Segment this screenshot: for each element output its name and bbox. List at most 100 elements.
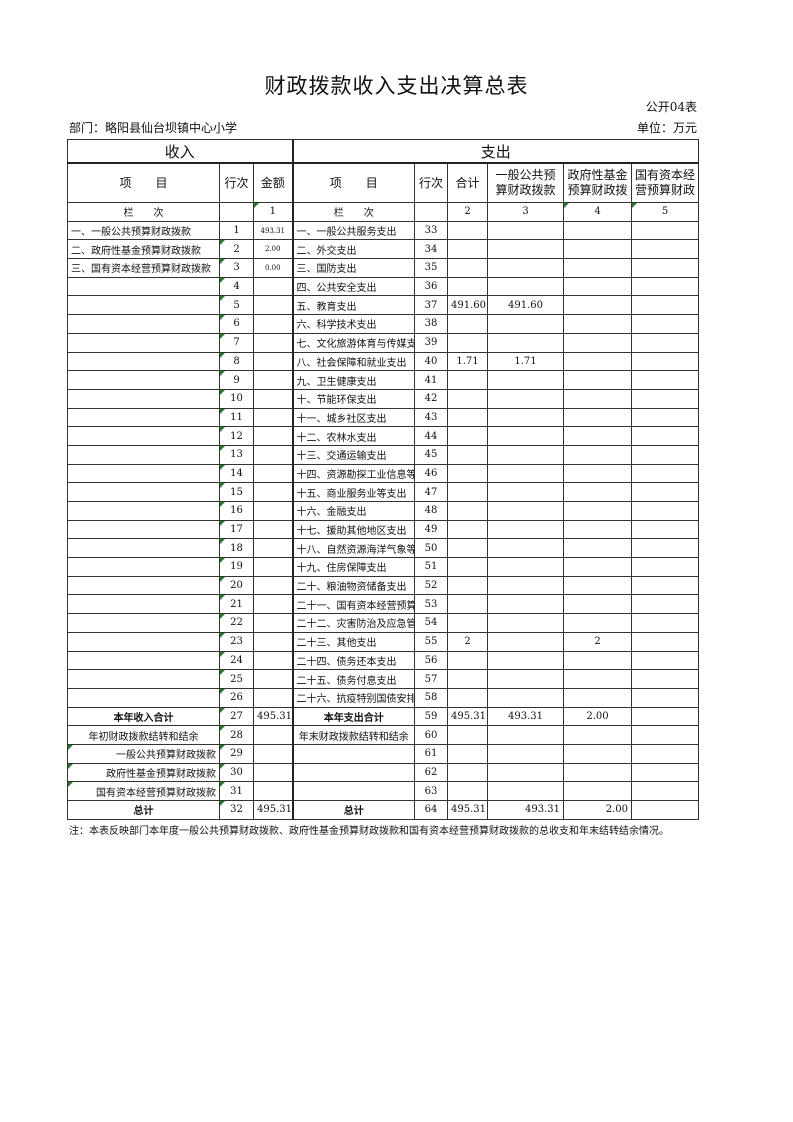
table-row: 一般公共预算财政拨款 29 61 xyxy=(67,743,700,764)
expense-line: 55 xyxy=(414,631,449,652)
income-line: 4 xyxy=(219,276,254,297)
expense-general xyxy=(487,669,565,689)
expense-item: 二十五、债务付息支出 xyxy=(291,669,416,689)
expense-general xyxy=(487,575,565,596)
expense-item: 二十六、抗疫特别国债安排的支出 xyxy=(291,687,416,708)
expense-item: 十二、农林水支出 xyxy=(291,426,416,446)
table-row: 19 十九、住房保障支出 51 xyxy=(67,557,700,577)
table-row: 本年收入合计 27 495.31 本年支出合计 59 495.31 493.31 2.00 xyxy=(67,706,700,727)
expense-general xyxy=(487,743,565,764)
income-amount: 495.31 xyxy=(252,800,294,820)
table-row: 26 二十六、抗疫特别国债安排的支出58 xyxy=(67,687,700,708)
expense-total xyxy=(447,370,489,390)
income-line: 7 xyxy=(219,332,254,353)
expense-item: 十七、援助其他地区支出 xyxy=(291,519,416,540)
expense-line: 40 xyxy=(414,351,449,372)
table-row: 17 十七、援助其他地区支出 49 xyxy=(67,519,700,540)
expense-state xyxy=(631,594,700,615)
expense-total xyxy=(447,538,489,559)
expense-state xyxy=(631,220,700,241)
expense-item xyxy=(291,781,416,801)
table-row: 二、政府性基金预算财政拨款 2 2.00 二、外交支出 34 xyxy=(67,239,700,260)
lanci-4: 4 xyxy=(563,202,633,222)
income-line: 16 xyxy=(219,501,254,521)
income-line: 14 xyxy=(219,463,254,484)
expense-total xyxy=(447,575,489,596)
expense-total xyxy=(447,557,489,577)
expense-general xyxy=(487,594,565,615)
income-item xyxy=(67,351,220,372)
income-line: 10 xyxy=(219,388,254,409)
expense-fund xyxy=(563,407,633,428)
expense-line: 41 xyxy=(414,370,449,390)
income-amount xyxy=(252,631,294,652)
expense-item: 五、教育支出 xyxy=(291,295,416,316)
expense-item: 二十四、债务还本支出 xyxy=(291,650,416,671)
income-amount xyxy=(252,332,294,353)
income-amount xyxy=(252,613,294,633)
expense-line: 38 xyxy=(414,314,449,334)
income-line: 9 xyxy=(219,370,254,390)
expense-total xyxy=(447,669,489,689)
table-row: 5 五、教育支出 37 491.60 491.60 xyxy=(67,295,700,316)
expense-item: 本年支出合计 xyxy=(291,706,416,727)
lanci-label-2: 栏 次 xyxy=(291,202,416,222)
income-item xyxy=(67,650,220,671)
expense-general xyxy=(487,463,565,484)
expense-fund xyxy=(563,463,633,484)
expense-total xyxy=(447,407,489,428)
expense-state xyxy=(631,239,700,260)
income-item xyxy=(67,687,220,708)
income-amount xyxy=(252,276,294,297)
table-row: 25 二十五、债务付息支出 57 xyxy=(67,669,700,689)
income-amount xyxy=(252,557,294,577)
expense-general xyxy=(487,276,565,297)
expense-fund xyxy=(563,501,633,521)
expense-fund xyxy=(563,314,633,334)
expense-total xyxy=(447,613,489,633)
footnote: 注：本表反映部门本年度一般公共预算财政拨款、政府性基金预算财政拨款和国有资本经营… xyxy=(69,826,669,837)
income-amount xyxy=(252,463,294,484)
expense-general xyxy=(487,388,565,409)
table-row: 10 十、节能环保支出 42 xyxy=(67,388,700,409)
income-item xyxy=(67,538,220,559)
income-line: 6 xyxy=(219,314,254,334)
expense-line: 64 xyxy=(414,800,449,820)
expense-item: 十九、住房保障支出 xyxy=(291,557,416,577)
income-item xyxy=(67,407,220,428)
income-item xyxy=(67,613,220,633)
income-line: 27 xyxy=(219,706,254,727)
expense-item: 四、公共安全支出 xyxy=(291,276,416,297)
income-amount xyxy=(252,370,294,390)
expense-line: 52 xyxy=(414,575,449,596)
expense-fund xyxy=(563,575,633,596)
expense-item: 十八、自然资源海洋气象等支出 xyxy=(291,538,416,559)
income-item xyxy=(67,631,220,652)
expense-fund xyxy=(563,258,633,278)
expense-line: 45 xyxy=(414,444,449,465)
income-amount xyxy=(252,725,294,745)
income-item: 一、一般公共预算财政拨款 xyxy=(67,220,220,241)
expense-state xyxy=(631,295,700,316)
expense-fund xyxy=(563,743,633,764)
income-amount xyxy=(252,482,294,502)
expense-fund xyxy=(563,426,633,446)
expense-general xyxy=(487,407,565,428)
income-amount xyxy=(252,538,294,559)
income-amount xyxy=(252,295,294,316)
income-item xyxy=(67,669,220,689)
income-amount: 2.00 xyxy=(252,239,294,260)
expense-line: 63 xyxy=(414,781,449,801)
expense-line: 60 xyxy=(414,725,449,745)
income-line: 17 xyxy=(219,519,254,540)
expense-state xyxy=(631,351,700,372)
expense-general xyxy=(487,631,565,652)
income-amount xyxy=(252,687,294,708)
income-line: 13 xyxy=(219,444,254,465)
expense-fund xyxy=(563,650,633,671)
expense-state xyxy=(631,332,700,353)
expense-state xyxy=(631,426,700,446)
expense-item: 十三、交通运输支出 xyxy=(291,444,416,465)
expense-general xyxy=(487,370,565,390)
expense-general xyxy=(487,762,565,783)
